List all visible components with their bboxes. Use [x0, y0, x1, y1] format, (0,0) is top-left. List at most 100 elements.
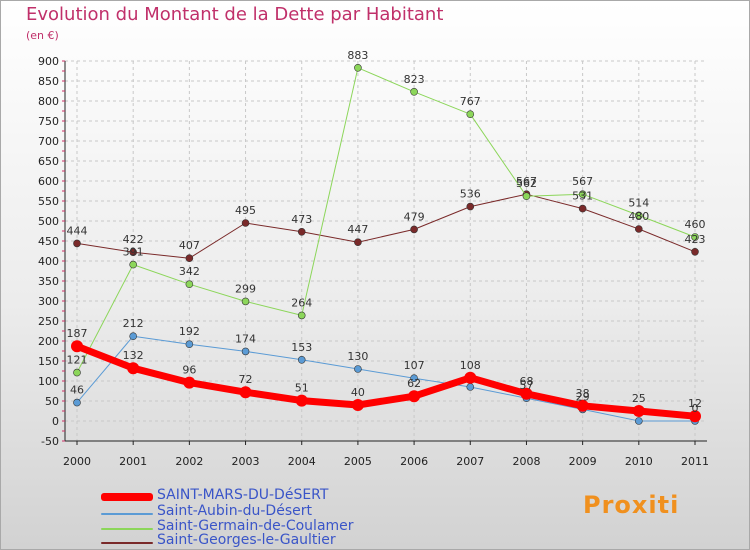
data-point	[351, 399, 364, 411]
data-point	[354, 365, 362, 373]
data-point	[635, 211, 643, 220]
data-point	[635, 417, 643, 425]
series-lines	[71, 64, 701, 425]
chart-unit: (en €)	[26, 29, 59, 42]
series-line-3	[76, 193, 696, 259]
data-label: 40	[351, 386, 365, 399]
data-point	[241, 297, 250, 306]
data-point	[129, 332, 137, 341]
y-tick-label: 850	[38, 75, 59, 88]
y-tick-label: 50	[45, 395, 59, 408]
data-label: 96	[182, 364, 196, 377]
y-tick-label: 650	[38, 155, 59, 168]
x-tick-label: 2005	[344, 455, 372, 468]
data-label: 391	[123, 246, 144, 259]
data-point	[578, 190, 587, 198]
y-tick-label: 400	[38, 255, 59, 268]
x-tick-label: 2000	[63, 455, 91, 468]
data-label: 342	[179, 265, 200, 278]
x-tick-label: 2011	[681, 455, 709, 468]
x-tick-label: 2003	[232, 455, 260, 468]
data-label: 62	[407, 377, 421, 390]
legend-label-saint-georges: Saint-Georges-le-Gaultier	[157, 532, 336, 548]
data-label: 0	[692, 402, 699, 415]
data-point	[297, 228, 306, 236]
data-label: 299	[235, 282, 256, 295]
data-point	[73, 368, 81, 377]
y-tick-label: 250	[38, 315, 59, 328]
x-tick-label: 2007	[456, 455, 484, 468]
axes: -500501001502002503003504004505005506006…	[38, 55, 709, 468]
legend-swatch-saint-aubin	[101, 513, 153, 515]
data-point	[129, 260, 137, 269]
data-label: 536	[460, 188, 481, 201]
data-point	[241, 347, 250, 356]
data-point	[239, 386, 252, 399]
y-tick-label: 750	[38, 115, 59, 128]
data-point	[466, 110, 475, 118]
data-point	[127, 362, 140, 375]
data-label: 57	[519, 379, 533, 392]
data-label: 12	[688, 397, 702, 410]
data-label: 264	[291, 296, 312, 309]
y-tick-label: -50	[41, 435, 59, 448]
proxiti-logo: Proxiti	[583, 491, 680, 519]
y-tick-label: 550	[38, 195, 59, 208]
data-label: 108	[460, 359, 481, 372]
data-label: 767	[460, 95, 481, 108]
y-tick-label: 900	[38, 55, 59, 68]
data-label: 212	[123, 317, 144, 330]
data-label: 25	[632, 392, 646, 405]
x-tick-label: 2009	[569, 455, 597, 468]
data-point	[408, 390, 421, 403]
data-point	[354, 64, 362, 72]
x-tick-label: 2006	[400, 455, 428, 468]
data-point	[185, 280, 194, 289]
data-label: 514	[628, 196, 649, 209]
legend-swatch-saint-georges	[101, 542, 153, 544]
data-point	[578, 204, 587, 213]
data-label: 407	[179, 239, 200, 252]
series-line-0	[73, 342, 699, 420]
y-tick-label: 350	[38, 275, 59, 288]
data-label: 495	[235, 204, 256, 217]
data-point	[466, 383, 475, 391]
data-label: 531	[572, 190, 593, 203]
data-point	[410, 225, 418, 234]
x-tick-label: 2001	[119, 455, 147, 468]
data-label: 883	[347, 49, 368, 62]
legend-swatch-saint-germain	[101, 528, 153, 530]
data-point	[183, 376, 196, 389]
data-label: 130	[347, 350, 368, 363]
data-point	[635, 225, 643, 233]
series-line-1	[76, 335, 696, 422]
data-point	[632, 405, 645, 417]
data-point	[71, 340, 83, 353]
data-point	[410, 88, 418, 96]
data-point	[73, 239, 81, 248]
data-label: 68	[519, 375, 533, 388]
data-point	[691, 248, 699, 256]
data-point	[520, 387, 533, 400]
data-label: 153	[291, 341, 312, 354]
data-point	[295, 394, 308, 407]
data-label: 38	[576, 387, 590, 400]
data-point	[354, 238, 362, 246]
data-label: 187	[67, 327, 88, 340]
data-point	[576, 399, 589, 412]
legend-label-saint-mars: SAINT-MARS-DU-DéSERT	[157, 487, 329, 503]
grid-lines	[65, 60, 707, 442]
data-label: 473	[291, 213, 312, 226]
data-label: 567	[516, 175, 537, 188]
data-point	[185, 340, 194, 349]
data-label: 480	[628, 210, 649, 223]
data-point	[522, 192, 531, 200]
data-label: 121	[67, 354, 88, 367]
data-point	[297, 311, 306, 320]
y-tick-label: 200	[38, 335, 59, 348]
y-tick-label: 150	[38, 355, 59, 368]
legend-label-saint-germain: Saint-Germain-de-Coulamer	[157, 518, 354, 534]
y-tick-label: 100	[38, 375, 59, 388]
